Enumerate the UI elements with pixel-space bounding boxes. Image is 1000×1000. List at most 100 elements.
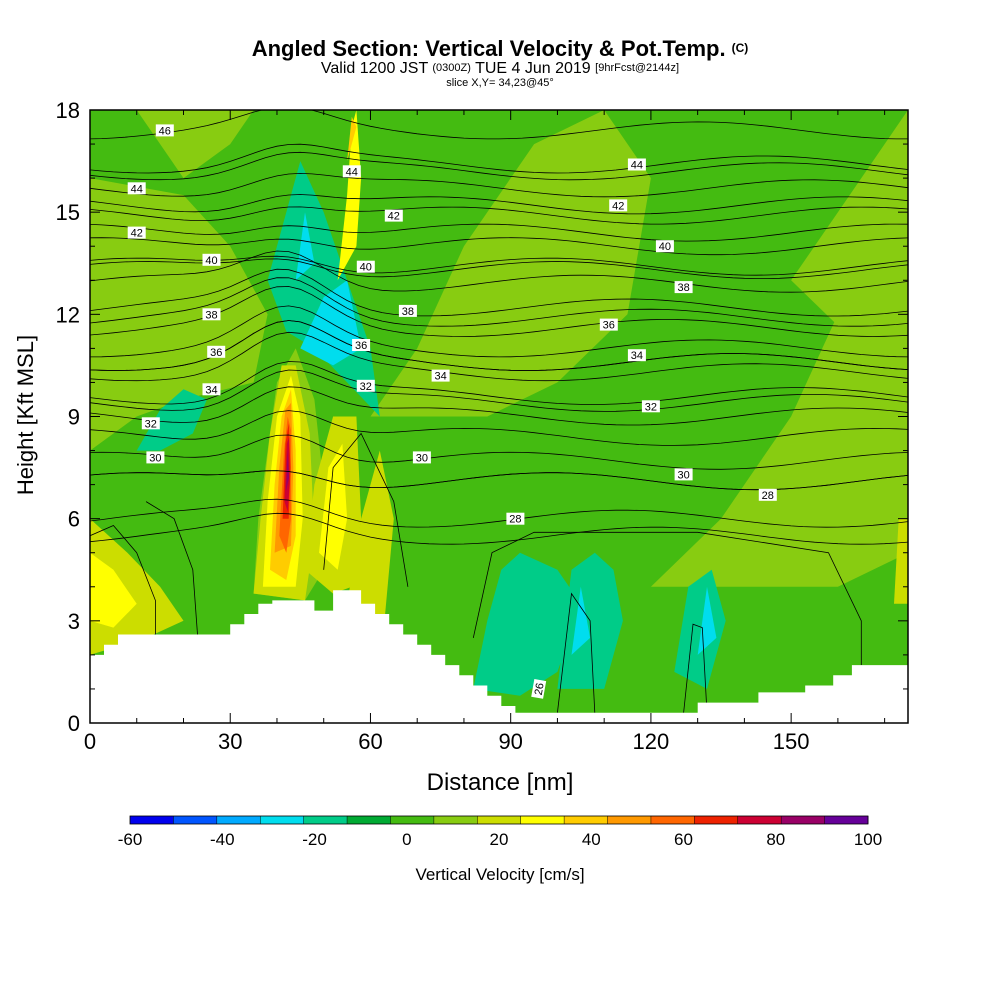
velocity-region <box>791 110 908 349</box>
isentrope-label: 40 <box>356 260 375 274</box>
isentrope-label-text: 46 <box>159 125 171 137</box>
isentrope-label-text: 30 <box>416 452 428 464</box>
isentrope-label: 30 <box>146 451 165 464</box>
isentrope-label-text: 42 <box>131 228 143 240</box>
colorbar-tick-label: -20 <box>302 830 327 849</box>
isentrope-label: 44 <box>342 165 361 178</box>
isentrope-line <box>90 512 908 545</box>
isentrope-label-text: 36 <box>210 347 222 359</box>
colorbar-swatch <box>520 816 565 824</box>
colorbar-swatch <box>477 816 522 824</box>
velocity-region <box>674 569 726 689</box>
y-tick-label: 3 <box>68 609 80 634</box>
isentrope-line <box>90 277 908 327</box>
isentrope-label-text: 42 <box>612 200 624 212</box>
isentrope-line <box>90 434 908 470</box>
velocity-region <box>90 552 137 628</box>
isentrope-line <box>145 501 198 635</box>
isentrope-label-text: 44 <box>346 166 358 178</box>
y-tick-label: 15 <box>56 200 80 225</box>
isentrope-line <box>472 531 862 666</box>
isentrope-label: 34 <box>202 383 221 396</box>
y-tick-label: 6 <box>68 507 80 532</box>
isentrope-label-text: 36 <box>355 340 367 352</box>
isentrope-line <box>90 386 908 426</box>
isentrope-line <box>90 369 908 412</box>
chart-title-text: Angled Section: Vertical Velocity & Pot.… <box>251 36 726 61</box>
isentrope-label-text: 40 <box>360 262 372 274</box>
colorbar-tick-label: 60 <box>674 830 693 849</box>
isentrope-label: 36 <box>207 345 226 359</box>
velocity-region <box>347 450 394 621</box>
colorbar-swatch <box>564 816 608 824</box>
isentrope-line <box>90 320 908 371</box>
velocity-region <box>319 443 348 570</box>
isentrope-line <box>90 110 908 140</box>
valid-date: TUE 4 Jun 2019 <box>475 60 591 77</box>
isentrope-label: 36 <box>599 318 618 332</box>
forecast-info: [9hrFcst@2144z] <box>595 62 680 74</box>
isentrope-lines <box>90 110 908 713</box>
colorbar-swatch <box>260 816 305 824</box>
terrain-mask <box>90 590 908 723</box>
colorbar-swatch <box>347 816 391 824</box>
slice-info: slice X,Y= 34,23@45° <box>446 77 554 89</box>
colorbar: -60 -40 -20 0 20 40 60 80 100 <box>118 815 882 849</box>
x-tick-label: 30 <box>218 729 242 754</box>
colorbar-swatch <box>130 816 174 824</box>
isentrope-label-text: 32 <box>645 401 657 413</box>
isentrope-line <box>90 498 908 528</box>
y-tick-label: 9 <box>68 405 80 430</box>
isentrope-label: 46 <box>155 124 174 137</box>
isentrope-label: 26 <box>531 678 547 699</box>
isentrope-label-text: 34 <box>631 350 643 362</box>
velocity-region <box>473 552 581 696</box>
colorbar-tick-label: 20 <box>490 830 509 849</box>
utc-time: (0300Z) <box>432 62 471 74</box>
isentrope-label-text: 42 <box>388 211 400 223</box>
isentrope-label: 44 <box>627 158 646 172</box>
isentrope-line <box>90 255 908 276</box>
velocity-region <box>136 389 207 451</box>
colorbar-swatch <box>607 816 652 824</box>
colorbar-tick-label: -40 <box>210 830 235 849</box>
colorbar-swatch <box>781 816 826 824</box>
isentrope-line <box>90 331 908 382</box>
y-axis-label: Height [Kft MSL] <box>13 335 38 495</box>
isentrope-label: 38 <box>398 304 417 318</box>
isentrope-label: 34 <box>627 349 646 362</box>
isentrope-label: 42 <box>609 199 628 212</box>
isentrope-label-text: 30 <box>677 469 689 481</box>
isentrope-label-text: 40 <box>659 241 671 253</box>
isentrope-label: 28 <box>758 488 777 502</box>
y-tick-label: 0 <box>68 711 80 736</box>
isentrope-label: 38 <box>202 308 221 321</box>
velocity-region <box>90 178 268 655</box>
isentrope-label-text: 44 <box>631 160 643 172</box>
isentrope-line <box>90 268 908 317</box>
colorbar-swatch <box>694 816 739 824</box>
velocity-region <box>571 586 591 655</box>
colorbar-tick-label: 100 <box>854 830 882 849</box>
x-tick-label: 90 <box>498 729 522 754</box>
isentrope-label-text: 36 <box>603 320 615 332</box>
y-tick-label: 12 <box>56 302 80 327</box>
isentrope-label-text: 32 <box>360 381 372 393</box>
colorbar-tick-label: 40 <box>582 830 601 849</box>
colorbar-swatch <box>216 816 261 824</box>
isentrope-line <box>90 286 908 337</box>
isentrope-label-text: 38 <box>205 309 217 321</box>
velocity-region <box>697 586 717 655</box>
colorbar-tick-label: 0 <box>402 830 411 849</box>
velocity-region <box>347 116 357 162</box>
velocity-region <box>295 212 315 281</box>
velocity-region <box>894 518 908 604</box>
chart-subtitle: Valid 1200 JST (0300Z) TUE 4 Jun 2019 [9… <box>0 60 1000 78</box>
colorbar-swatch <box>824 816 869 824</box>
colorbar-swatch <box>390 816 435 824</box>
isentrope-label-text: 32 <box>145 418 157 430</box>
isentrope-label: 34 <box>431 369 450 383</box>
colorbar-label: Vertical Velocity [cm/s] <box>415 865 584 884</box>
